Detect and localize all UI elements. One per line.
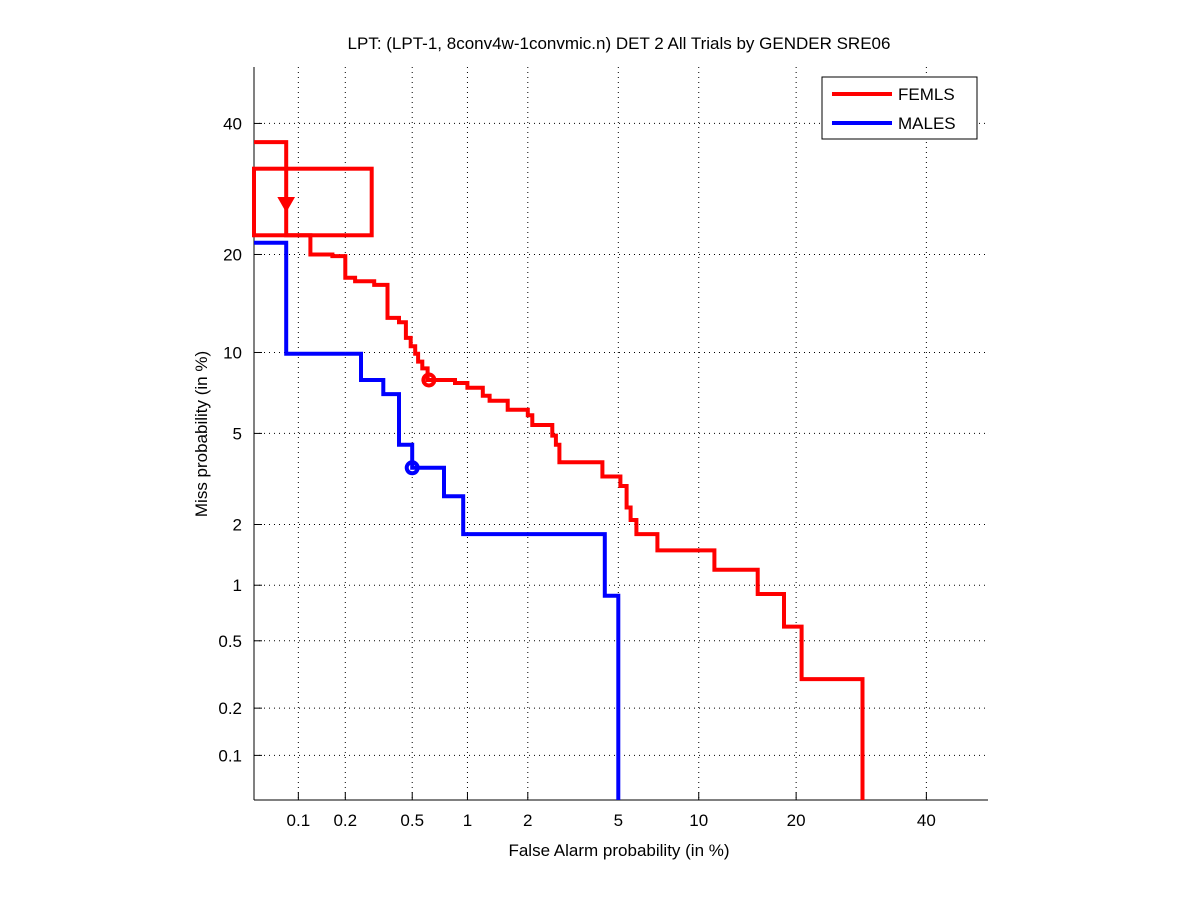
series-males [254,240,621,800]
min-dcf-marker-femls [421,372,437,388]
x-tick-label: 0.1 [287,811,311,830]
confidence-box-femls [252,166,374,238]
y-ticks: 0.1 0.2 0.5 1 2 5 10 20 40 [218,114,262,765]
x-tick-label: 0.5 [400,811,424,830]
x-tick-label: 10 [689,811,708,830]
min-dcf-marker-males [404,460,420,476]
series-layer [252,140,865,800]
det-curve-males [254,240,621,800]
y-tick-label: 5 [233,424,242,443]
det-curve-femls [254,140,865,800]
legend: FEMLS MALES [821,76,978,140]
grid [254,67,988,800]
x-tick-label: 2 [523,811,532,830]
x-tick-label: 0.2 [333,811,357,830]
y-tick-label: 1 [233,576,242,595]
x-ticks: 0.1 0.2 0.5 1 2 5 10 20 40 [287,792,936,830]
actual-dcf-marker-femls [277,197,296,213]
y-tick-label: 2 [233,515,242,534]
x-tick-label: 40 [917,811,936,830]
series-femls [252,140,865,800]
y-tick-label: 0.1 [218,746,242,765]
chart-title: LPT: (LPT-1, 8conv4w-1convmic.n) DET 2 A… [348,34,891,53]
legend-label-males: MALES [898,114,956,133]
x-axis-label: False Alarm probability (in %) [508,841,729,860]
x-tick-label: 5 [614,811,623,830]
x-tick-label: 20 [787,811,806,830]
y-tick-label: 10 [223,343,242,362]
y-tick-label: 0.2 [218,699,242,718]
y-axis-label: Miss probability (in %) [192,351,211,517]
legend-label-femls: FEMLS [898,85,955,104]
y-tick-label: 20 [223,245,242,264]
legend-box [821,76,978,140]
y-tick-label: 0.5 [218,632,242,651]
x-tick-label: 1 [463,811,472,830]
y-tick-label: 40 [223,114,242,133]
